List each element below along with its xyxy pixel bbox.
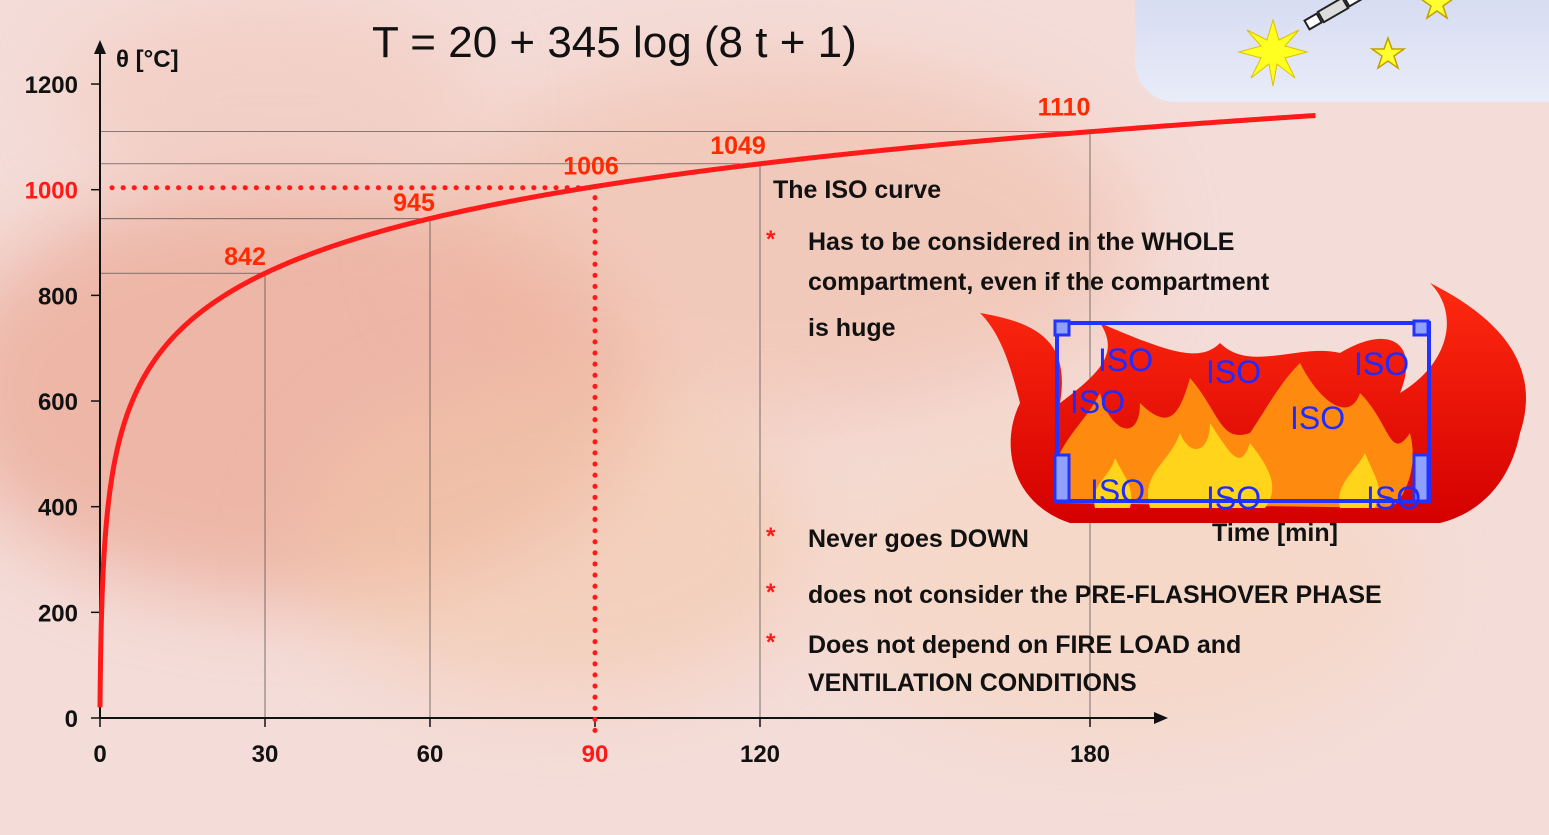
- flame-orange: [1054, 363, 1413, 508]
- compartment-post-right: [1412, 453, 1430, 503]
- formula-title: T = 20 + 345 log (8 t + 1): [372, 18, 857, 67]
- compartment-box: [1055, 321, 1431, 503]
- bullet-text: Does not depend on FIRE LOAD and: [808, 631, 1242, 659]
- iso-label: ISO: [1354, 346, 1409, 382]
- x-tick-label: 30: [252, 741, 279, 768]
- bullet-text: VENTILATION CONDITIONS: [808, 669, 1137, 697]
- x-tick-label: 120: [740, 741, 780, 768]
- x-tick-label: 90: [582, 741, 609, 768]
- bullet-star-icon: *: [766, 226, 776, 253]
- iso-label: ISO: [1206, 354, 1261, 390]
- bullet-star-icon: *: [766, 523, 776, 550]
- y-tick-label: 400: [38, 495, 78, 522]
- bullet-text: compartment, even if the compartment: [808, 268, 1270, 296]
- fire-compartment-illustration: ISO ISO ISO ISO ISO ISO ISO ISO: [980, 283, 1526, 523]
- y-axis-arrow: [94, 40, 106, 54]
- iso-label: ISO: [1290, 400, 1345, 436]
- bullet-text: does not consider the PRE-FLASHOVER PHAS…: [808, 581, 1382, 609]
- iso-label: ISO: [1206, 480, 1261, 516]
- iso-curve-line: [97, 112, 1316, 708]
- bullet-text: Has to be considered in the WHOLE: [808, 228, 1235, 256]
- data-label: 1110: [1038, 94, 1091, 122]
- y-tick-label: 0: [65, 706, 78, 733]
- flame-yellow-right: [1339, 453, 1380, 508]
- data-label: 945: [393, 189, 435, 217]
- flame-yellow: [1147, 423, 1273, 508]
- bullet-fire-load: * Does not depend on FIRE LOAD and VENTI…: [766, 626, 1242, 702]
- x-tick-label: 60: [417, 741, 444, 768]
- data-label: 1049: [710, 132, 766, 160]
- data-label: 842: [224, 243, 266, 271]
- x-tick-label: 180: [1070, 741, 1110, 768]
- y-tick-label: 1000: [25, 178, 78, 205]
- bullet-text: is huge: [808, 314, 896, 342]
- compartment-post-left: [1053, 453, 1071, 503]
- compartment-corner-tr: [1412, 319, 1430, 337]
- corner-decoration-box: [1135, 0, 1549, 102]
- star-icon: [1421, 0, 1453, 20]
- iso-label: ISO: [1090, 473, 1145, 509]
- starburst-icon: [1237, 18, 1309, 87]
- satellite-icon: [1303, 0, 1363, 31]
- x-axis-label: Time [min]: [1212, 519, 1338, 547]
- decor-icons: [1237, 0, 1453, 87]
- y-tick-label: 200: [38, 600, 78, 627]
- bullet-pre-flashover: * does not consider the PRE-FLASHOVER PH…: [766, 575, 1382, 615]
- bg-glow-3: [300, 380, 820, 700]
- flame-yellow-left: [1094, 458, 1132, 508]
- star-icon: [1369, 35, 1407, 70]
- y-tick-label: 600: [38, 389, 78, 416]
- iso-label: ISO: [1070, 384, 1125, 420]
- bullet-whole-compartment: * Has to be considered in the WHOLE comp…: [766, 222, 1270, 348]
- bullet-never-down: * Never goes DOWN: [766, 519, 1029, 559]
- iso-label: ISO: [1366, 480, 1421, 516]
- bullet-star-icon: *: [766, 629, 776, 656]
- bullet-star-icon: *: [766, 579, 776, 606]
- iso-curve-title: The ISO curve: [773, 176, 942, 204]
- y-axis-label: θ [°C]: [116, 46, 179, 73]
- y-tick-label: 1200: [25, 72, 78, 99]
- compartment-corner-tl: [1053, 319, 1071, 337]
- y-tick-label: 800: [38, 283, 78, 310]
- x-axis-arrow: [1154, 712, 1168, 724]
- data-label: 1006: [563, 153, 619, 181]
- iso-label: ISO: [1098, 342, 1153, 378]
- bullet-text: Never goes DOWN: [808, 525, 1029, 553]
- x-tick-label: 0: [93, 741, 106, 768]
- bg-glow-5: [60, 0, 480, 200]
